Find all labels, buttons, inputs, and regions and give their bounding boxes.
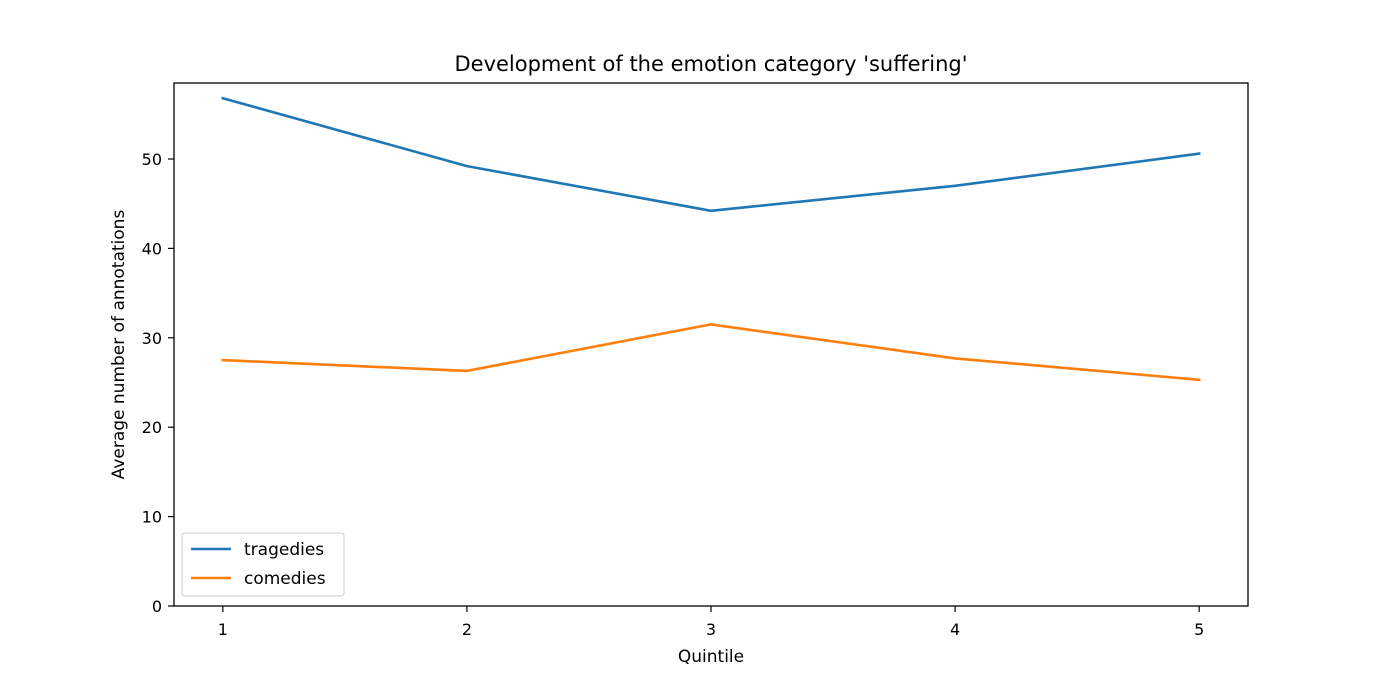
x-tick-label: 5	[1194, 620, 1204, 639]
x-tick-label: 2	[462, 620, 472, 639]
x-tick-label: 4	[950, 620, 960, 639]
y-tick-label: 50	[142, 150, 162, 169]
y-tick-label: 10	[142, 508, 162, 527]
x-tick-label: 3	[706, 620, 716, 639]
y-tick-label: 30	[142, 329, 162, 348]
y-axis-label: Average number of annotations	[109, 210, 129, 480]
y-tick-label: 0	[152, 597, 162, 616]
legend-label-tragedies: tragedies	[244, 540, 324, 560]
y-tick-label: 20	[142, 418, 162, 437]
legend-label-comedies: comedies	[244, 569, 326, 589]
chart-title: Development of the emotion category 'suf…	[454, 52, 967, 76]
y-tick-label: 40	[142, 239, 162, 258]
x-axis-label: Quintile	[678, 647, 744, 667]
x-tick-label: 1	[218, 620, 228, 639]
legend: tragedies comedies	[182, 533, 344, 596]
